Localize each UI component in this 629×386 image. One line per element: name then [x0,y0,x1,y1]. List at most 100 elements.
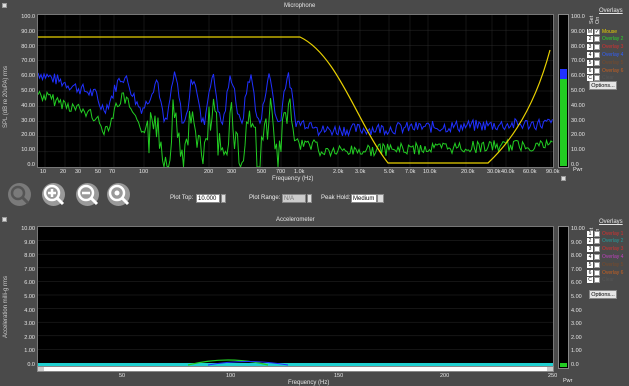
bottom-overlay-row-5[interactable]: 6 Overlay 6 [587,269,623,276]
overlay-on-checkbox[interactable] [594,230,600,237]
top-plot-area[interactable] [37,14,554,168]
top-x-axis-title: Frequency (Hz) [272,176,314,182]
top-meter-tick: 10.00 [571,147,585,154]
bottom-y-tick: 4.00 [24,307,35,314]
top-x-tick: 70 [109,169,116,175]
bottom-y-tick: 7.00 [24,266,35,273]
top-y-tick: 80.00 [21,43,35,50]
bottom-panel-title: Accelerometer [276,217,315,223]
top-y-tick: 100.0 [21,14,35,20]
top-collapse-button[interactable] [2,3,7,8]
top-overlay-row-1[interactable]: 2 Overlay 2 [587,36,623,43]
top-overlay-row-4[interactable]: 5 Overlay 5 [587,59,623,66]
overlay-set-button[interactable]: 6 [587,67,593,74]
overlay-on-checkbox[interactable] [594,246,600,253]
bottom-overlay-row-6[interactable]: C Clear [587,277,614,284]
peak-hold-select[interactable]: Medium [351,194,377,203]
bottom-y-tick: 8.00 [24,253,35,260]
overlay-on-checkbox[interactable] [594,238,600,245]
bottom-overlay-row-4[interactable]: 5 Overlay 5 [587,261,623,268]
overlay-label: Overlay 6 [602,269,624,276]
top-on-label: On [595,16,601,24]
overlay-set-button[interactable]: C [587,277,593,284]
top-meter-tick: 70.00 [571,58,585,65]
overlay-set-button[interactable]: 4 [587,253,593,260]
bottom-overlay-row-2[interactable]: 3 Overlay 3 [587,246,623,253]
overlay-label: Mouse [602,28,618,35]
bottom-meter-tick: 9.00 [571,239,582,246]
zoom-in-icon[interactable] [42,183,65,206]
bottom-meter-tick: 0.0 [571,362,579,368]
top-x-tick: 700 [276,169,286,175]
overlay-on-checkbox[interactable] [594,36,600,43]
top-overlay-row-6[interactable]: C Clear [587,75,614,82]
overlay-set-button[interactable]: 2 [587,36,593,43]
overlay-on-checkbox[interactable] [594,67,600,74]
overlay-label: Overlay 5 [602,59,624,66]
overlay-on-checkbox[interactable] [594,253,600,260]
overlay-set-button[interactable]: 5 [587,261,593,268]
bottom-horizontal-scrollbar[interactable] [37,366,554,372]
top-overlay-row-5[interactable]: 6 Overlay 6 [587,67,623,74]
overlay-set-button[interactable]: 2 [587,238,593,245]
plot-range-stepper[interactable] [307,194,312,203]
top-overlay-row-0[interactable]: M ✓ Mouse [587,28,617,35]
top-spectrum-chart [38,15,553,167]
bottom-overlay-row-3[interactable]: 4 Overlay 4 [587,253,623,260]
overlay-on-checkbox[interactable] [594,269,600,276]
plot-range-input[interactable]: N/A [282,194,306,203]
overlay-label: Overlay 6 [602,67,624,74]
overlay-set-button[interactable]: 6 [587,269,593,276]
scroll-left-button[interactable] [38,367,44,371]
overlay-label: Overlay 4 [602,51,624,58]
bottom-options-button[interactable]: Options... [589,290,617,299]
chevron-down-icon[interactable] [377,194,384,203]
top-x-tick: 100 [139,169,149,175]
bottom-plot-area[interactable] [37,226,554,369]
bottom-x-tick: 50 [119,373,126,379]
overlay-set-button[interactable]: 1 [587,230,593,237]
zoom-reset-icon[interactable] [107,183,130,206]
top-options-button[interactable]: Options... [589,81,617,90]
bottom-peak-trace [207,361,289,366]
overlay-on-checkbox[interactable] [594,51,600,58]
overlay-set-button[interactable]: 3 [587,44,593,51]
overlay-set-button[interactable]: 5 [587,59,593,66]
top-overlay-row-3[interactable]: 4 Overlay 4 [587,51,623,58]
bottom-overlay-row-0[interactable]: 1 Overlay 1 [587,230,623,237]
overlay-on-checkbox[interactable] [594,59,600,66]
overlay-set-button[interactable]: C [587,75,593,82]
bottom-meter-tick: 1.00 [571,348,582,355]
top-y-tick: 90.00 [21,28,35,35]
overlay-set-button[interactable]: 3 [587,246,593,253]
bottom-y-tick: 5.00 [24,294,35,300]
top-meter-reset-button[interactable] [561,176,566,181]
overlay-set-button[interactable]: 4 [587,51,593,58]
top-overlay-row-2[interactable]: 3 Overlay 3 [587,44,623,51]
plot-top-label: Plot Top: [170,195,194,201]
scroll-right-button[interactable] [547,367,553,371]
bottom-live-trace [187,359,269,366]
bottom-y-tick: 9.00 [24,239,35,246]
top-x-tick: 60.0k [523,169,537,175]
top-y-tick: 10.00 [21,147,35,154]
overlay-on-checkbox[interactable] [594,261,600,268]
overlay-on-checkbox[interactable]: ✓ [594,28,600,35]
top-x-tick: 20 [60,169,67,175]
top-x-tick: 3.0k [355,169,366,175]
overlay-on-checkbox[interactable] [594,277,600,284]
top-meter-tick: 50.00 [571,88,585,94]
bottom-meter-tick: 5.00 [571,294,582,300]
top-x-tick: 40.0k [501,169,515,175]
bottom-collapse-button[interactable] [2,217,7,222]
bottom-x-tick: 250 [548,373,558,379]
zoom-out-icon[interactable] [76,183,99,206]
bottom-overlay-row-1[interactable]: 2 Overlay 2 [587,238,623,245]
overlay-on-checkbox[interactable] [594,75,600,82]
search-icon[interactable] [8,183,31,206]
overlay-set-button[interactable]: M [587,28,593,35]
bottom-y-tick: 1.00 [24,348,35,355]
plot-top-stepper[interactable] [221,194,226,203]
plot-top-input[interactable]: 10.000 [196,194,220,203]
overlay-on-checkbox[interactable] [594,44,600,51]
